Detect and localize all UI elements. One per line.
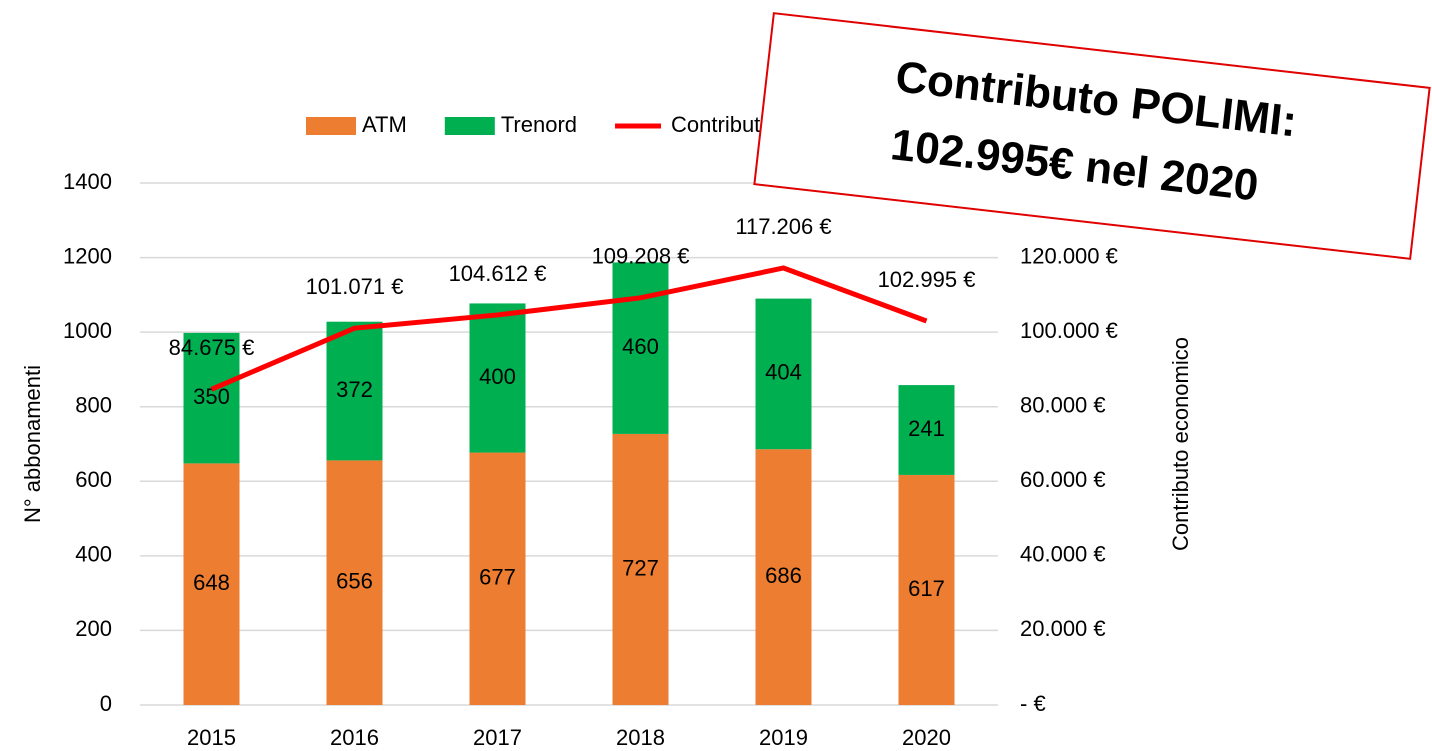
y-tick-label: 200 [75, 616, 112, 641]
bar-segment [326, 321, 383, 461]
y2-axis-label: Contributo economico [1168, 337, 1193, 551]
bar-segment [183, 463, 240, 705]
x-tick-label: 2020 [902, 725, 951, 750]
legend-label: Trenord [501, 112, 577, 137]
y-tick-label: 800 [75, 393, 112, 418]
bar-segment [183, 332, 240, 464]
bar-value-label: 404 [765, 360, 802, 385]
bar-segment [469, 452, 526, 705]
annotation-frame [753, 12, 1431, 260]
bar-segment [898, 385, 955, 475]
y2-tick-label: 120.000 € [1020, 243, 1118, 268]
y2-tick-label: 20.000 € [1020, 616, 1106, 641]
line-value-label: 101.071 € [306, 274, 404, 299]
y-axis-label: N° abbonamenti [20, 365, 45, 523]
y-tick-label: 400 [75, 542, 112, 567]
y2-tick-label: 80.000 € [1020, 393, 1106, 418]
line-value-label: 104.612 € [449, 261, 547, 286]
y2-tick-label: 100.000 € [1020, 318, 1118, 343]
bar-value-label: 617 [908, 576, 945, 601]
annotation-box: Contributo POLIMI: 102.995€ nel 2020 [753, 12, 1431, 260]
legend-swatch [444, 117, 495, 135]
bar-value-label: 656 [336, 569, 373, 594]
y-tick-label: 1400 [63, 169, 112, 194]
line-value-label: 117.206 € [735, 214, 831, 239]
bar-segment [326, 460, 383, 705]
bar-segment [612, 433, 669, 705]
x-tick-label: 2017 [473, 725, 522, 750]
y-tick-label: 1200 [63, 243, 112, 268]
bar-value-label: 648 [193, 570, 230, 595]
bar-value-label: 677 [479, 565, 516, 590]
y-tick-label: 1000 [63, 318, 112, 343]
bar-value-label: 241 [908, 416, 945, 441]
x-tick-label: 2018 [616, 725, 665, 750]
y-tick-label: 0 [100, 691, 112, 716]
y-tick-label: 600 [75, 467, 112, 492]
legend-label: ATM [362, 112, 407, 137]
legend-swatch [306, 117, 356, 135]
x-tick-label: 2019 [759, 725, 808, 750]
y2-tick-label: 60.000 € [1020, 467, 1106, 492]
line-value-label: 109.208 € [592, 244, 690, 269]
bar-segment [755, 449, 812, 705]
bar-segment [755, 298, 812, 450]
bar-segment [898, 474, 955, 705]
bar-value-label: 400 [479, 364, 516, 389]
x-tick-label: 2016 [330, 725, 379, 750]
bar-segment [469, 303, 526, 453]
y2-tick-label: - € [1020, 691, 1046, 716]
bar-value-label: 686 [765, 563, 802, 588]
line-value-label: 102.995 € [878, 267, 976, 292]
y2-tick-label: 40.000 € [1020, 542, 1106, 567]
bar-segment [612, 262, 669, 434]
line-value-label: 84.675 € [169, 335, 255, 360]
x-tick-label: 2015 [187, 725, 236, 750]
bar-value-label: 460 [622, 334, 659, 359]
line-series [210, 265, 928, 392]
bar-value-label: 372 [336, 377, 373, 402]
bar-value-label: 727 [622, 555, 659, 580]
